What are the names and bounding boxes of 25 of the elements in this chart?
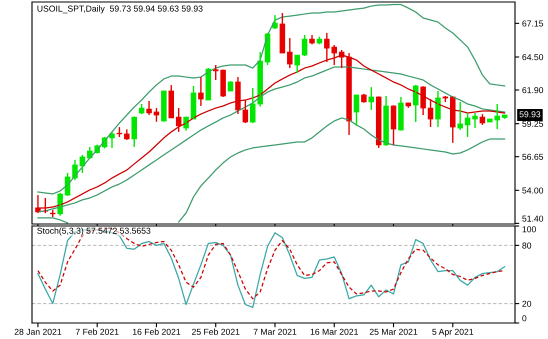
- y-tick-label: 80: [522, 242, 532, 249]
- annotation: 59.93: [520, 111, 540, 118]
- x-tick-label: 28 Jan 2021: [14, 328, 62, 335]
- x-tick-label: 7 Mar 2021: [254, 328, 296, 335]
- y-tick-label: 54.00: [522, 187, 544, 194]
- y-tick-label: 20: [522, 300, 532, 307]
- x-tick-label: 25 Feb 2021: [192, 328, 240, 335]
- y-tick-label: 61.90: [522, 87, 544, 94]
- y-tick-label: 67.15: [522, 20, 544, 27]
- x-tick-label: 16 Feb 2021: [132, 328, 180, 335]
- chart-title: Stoch(5,3,3) 57.5472 53.5653: [37, 227, 150, 236]
- y-tick-label: 0: [522, 315, 526, 322]
- x-tick-label: 7 Feb 2021: [76, 328, 119, 335]
- y-tick-label: 56.65: [522, 154, 544, 160]
- x-tick-label: 16 Mar 2021: [310, 328, 358, 335]
- y-tick-label: 51.40: [522, 216, 544, 222]
- y-tick-label: 100: [522, 226, 536, 232]
- y-tick-label: 64.50: [522, 54, 544, 60]
- y-tick-label: 59.25: [522, 120, 544, 127]
- line-series: [37, 4, 506, 195]
- x-tick-label: 25 Mar 2021: [370, 328, 418, 335]
- chart-title: USOIL_SPT,Daily 59.73 59.94 59.63 59.93: [37, 5, 203, 14]
- candlestick: [309, 34, 315, 45]
- candlestick: [487, 118, 493, 122]
- x-tick-label: 5 Apr 2021: [432, 328, 474, 337]
